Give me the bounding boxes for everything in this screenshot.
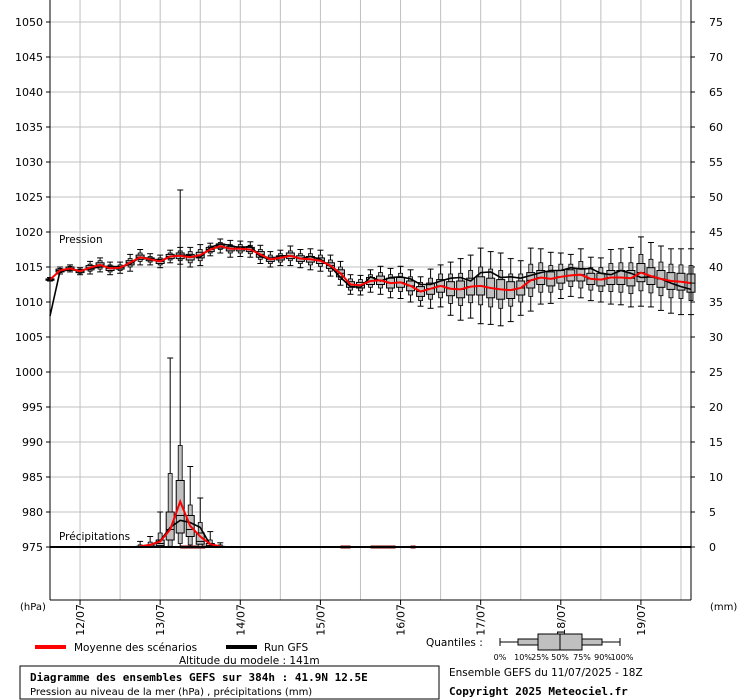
precip-box [175, 480, 185, 534]
left-axis-unit: (hPa) [20, 602, 46, 613]
chart-subtitle: Pression au niveau de la mer (hPa) , pré… [30, 686, 312, 698]
axes [49, 0, 692, 601]
x-tick-label: 17/07 [475, 604, 488, 636]
x-tick-label: 12/07 [74, 604, 87, 636]
y-tick-label-precip: 75 [709, 16, 723, 29]
y-tick-label-precip: 70 [709, 51, 723, 64]
legend-mean-label: Moyenne des scénarios [74, 642, 197, 654]
y-tick-label-pressure: 990 [22, 436, 43, 449]
pressure-series-label: Pression [59, 234, 103, 246]
y-tick-label-precip: 40 [709, 261, 723, 274]
x-tick-label: 14/07 [234, 604, 247, 636]
quantiles-title: Quantiles : [426, 637, 483, 649]
x-tick-label: 18/07 [555, 604, 568, 636]
y-tick-label-pressure: 1005 [15, 331, 43, 344]
x-tick-label: 13/07 [154, 604, 167, 636]
y-tick-label-precip: 25 [709, 366, 723, 379]
right-axis-unit: (mm) [710, 602, 737, 613]
x-tick-label: 16/07 [395, 604, 408, 636]
y-tick-label-pressure: 1015 [15, 261, 43, 274]
precip-mean-line [139, 498, 221, 548]
y-tick-label-precip: 20 [709, 401, 723, 414]
chart-title: Diagramme des ensembles GEFS sur 384h : … [30, 671, 368, 684]
legend-run-label: Run GFS [264, 642, 308, 654]
legend: Moyenne des scénarios Run GFS Altitude d… [35, 633, 634, 667]
quantile-label: 25% [531, 653, 549, 662]
quantiles-legend-box [499, 633, 621, 651]
y-tick-label-pressure: 995 [22, 401, 43, 414]
y-tick-label-precip: 10 [709, 471, 723, 484]
y-tick-label-pressure: 1035 [15, 121, 43, 134]
run-info: Ensemble GEFS du 11/07/2025 - 18Z [449, 667, 643, 679]
copyright: Copyright 2025 Meteociel.fr [449, 685, 628, 698]
quantile-label: 50% [551, 653, 569, 662]
y-tick-label-pressure: 975 [22, 541, 43, 554]
quantile-label: 10% [514, 653, 532, 662]
y-tick-label-pressure: 980 [22, 506, 43, 519]
y-tick-label-precip: 55 [709, 156, 723, 169]
x-tick-label: 15/07 [314, 604, 327, 636]
y-tick-label-pressure: 1010 [15, 296, 43, 309]
pressure-mean-line [49, 244, 692, 293]
y-tick-label-precip: 45 [709, 226, 723, 239]
precip-box [165, 511, 175, 541]
quantile-label: 100% [611, 653, 634, 662]
y-tick-label-precip: 50 [709, 191, 723, 204]
series-lines [49, 243, 692, 548]
y-tick-label-pressure: 1030 [15, 156, 43, 169]
y-tick-label-precip: 35 [709, 296, 723, 309]
title-box [19, 665, 440, 700]
x-tick-labels: 12/07 13/07 14/07 15/07 16/07 17/07 18/07 19/07 [74, 600, 648, 636]
quantile-label: 75% [573, 653, 591, 662]
precip-series-label: Précipitations [59, 531, 130, 543]
y-tick-label-pressure: 1020 [15, 226, 43, 239]
altitude-label: Altitude du modele : 141m [179, 655, 320, 667]
x-tick-label: 19/07 [635, 604, 648, 636]
y-tick-label-pressure: 1025 [15, 191, 43, 204]
y-tick-label-pressure: 1045 [15, 51, 43, 64]
y-tick-label-precip: 60 [709, 121, 723, 134]
y-tick-label-precip: 15 [709, 436, 723, 449]
y-tick-label-precip: 5 [709, 506, 716, 519]
y-tick-label-precip: 65 [709, 86, 723, 99]
quantile-label: 0% [494, 653, 507, 662]
y-tick-label-precip: 30 [709, 331, 723, 344]
quantile-labels: 0% 10% 25% 50% 75% 90%100% [494, 653, 634, 662]
left-y-tick-labels: 1050 1045 1040 1035 1030 1025 1020 1015 1010 1005… [15, 16, 43, 554]
quantile-label: 90% [594, 653, 612, 662]
grid [46, 0, 695, 600]
y-tick-label-pressure: 985 [22, 471, 43, 484]
y-tick-label-pressure: 1050 [15, 16, 43, 29]
y-tick-label-pressure: 1040 [15, 86, 43, 99]
y-tick-label-pressure: 1000 [15, 366, 43, 379]
y-tick-label-precip: 0 [709, 541, 716, 554]
